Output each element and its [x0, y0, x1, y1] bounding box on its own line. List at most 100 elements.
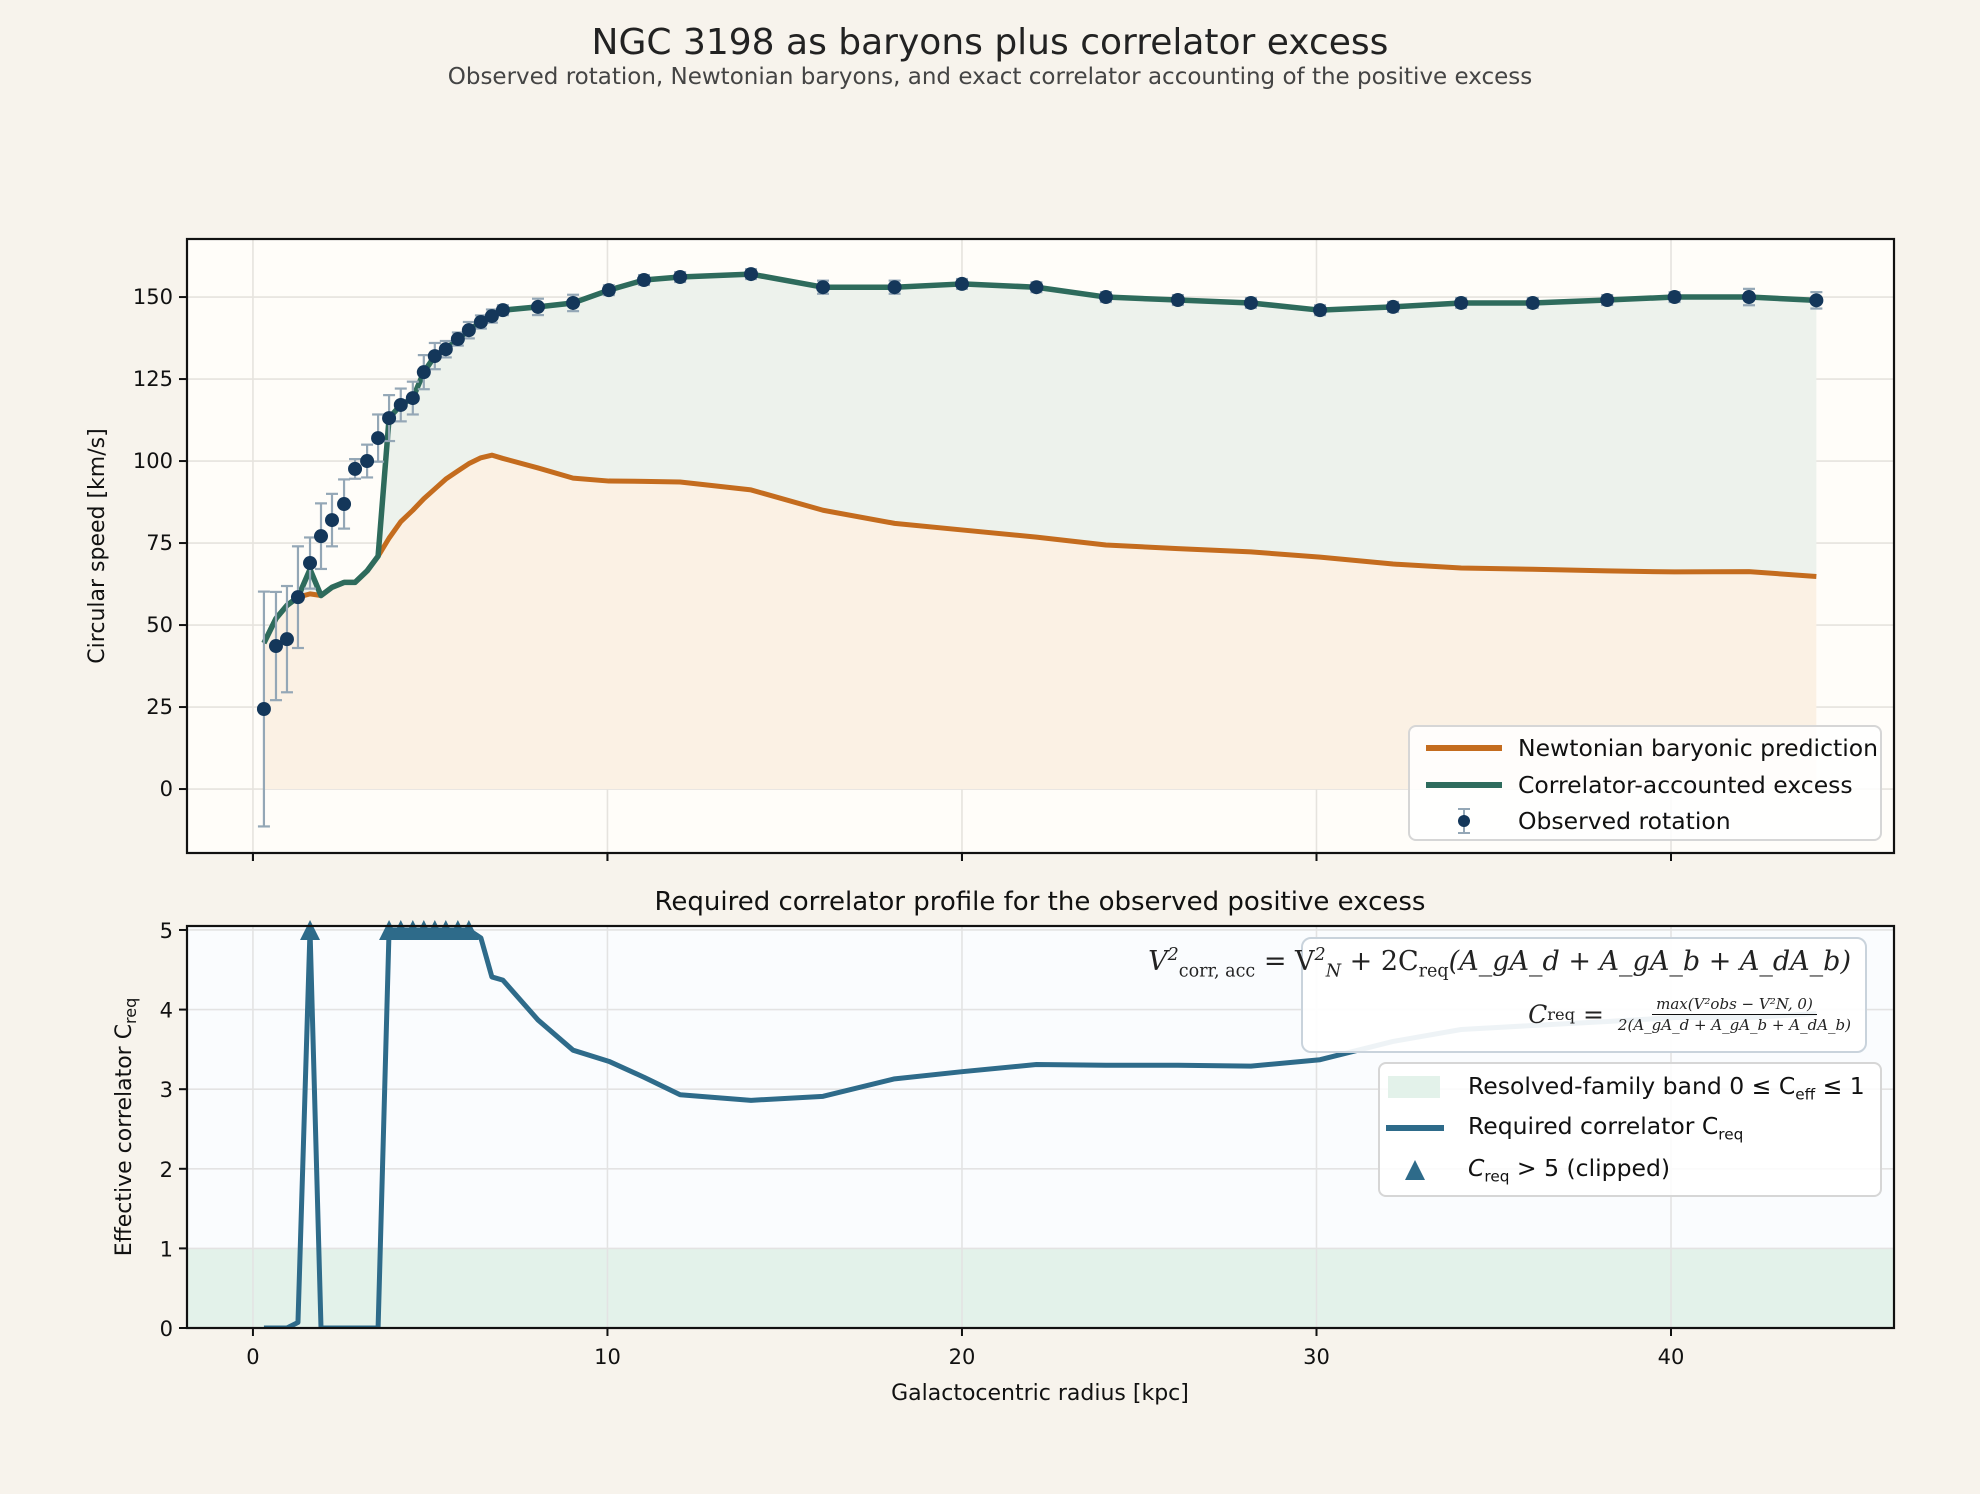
formula-box: V2corr, acc = V2N + 2Creq(A_gA_d + A_gA_… [1148, 937, 1867, 1053]
figure-subtitle: Observed rotation, Newtonian baryons, an… [447, 64, 1533, 90]
top-ytick-label: 50 [146, 613, 173, 637]
observed-point [816, 280, 831, 295]
observed-point [1029, 280, 1044, 295]
bottom-xtick-label: 20 [949, 1345, 976, 1369]
observed-point [337, 497, 352, 512]
bottom-xtick-label: 0 [246, 1345, 259, 1369]
legend-item-newtonian[interactable]: Newtonian baryonic prediction [1410, 731, 1878, 765]
band-label-sub: eff [1795, 1085, 1816, 1104]
creq-line-swatch [1386, 1111, 1444, 1145]
top-ytick-label: 25 [146, 695, 173, 719]
bottom-plot-area [263, 927, 1817, 1328]
observed-point [324, 513, 339, 528]
f1-paren: (A_gA_d + A_gA_b + A_dA_b) [1448, 946, 1851, 977]
observed-point [279, 632, 294, 647]
bottom-xtick-label: 10 [594, 1345, 621, 1369]
bottom-plot-title: Required correlator profile for the obse… [655, 887, 1426, 917]
observed-point [438, 342, 453, 357]
f2-eq: = [1575, 1000, 1612, 1029]
bottom-ytick-label: 1 [160, 1237, 173, 1261]
observed-point [1243, 295, 1258, 310]
observed-point [268, 639, 283, 654]
legend-label-band: Resolved-family band 0 ≤ Ceff ≤ 1 [1468, 1072, 1865, 1104]
figure-title: NGC 3198 as baryons plus correlator exce… [591, 22, 1389, 63]
bottom-y-axis-label-sub: req [121, 998, 140, 1024]
observed-point [303, 556, 318, 571]
f1-rhs-sup: 2 [1314, 945, 1326, 965]
top-ytick-label: 75 [146, 531, 173, 555]
observed-point [495, 303, 510, 318]
f1-tail-sub: req [1418, 961, 1449, 982]
observed-point [1742, 290, 1757, 305]
legend-item-band[interactable]: Resolved-family band 0 ≤ Ceff ≤ 1 [1380, 1071, 1865, 1105]
bottom-ytick-label: 4 [160, 999, 173, 1023]
observed-point [450, 332, 465, 347]
observed-errorbar-marker-icon [1424, 804, 1504, 838]
observed-point [954, 276, 969, 291]
legend-label-observed: Observed rotation [1518, 807, 1731, 835]
creq-label-sub: req [1718, 1125, 1744, 1144]
bottom-ytick-label: 0 [160, 1317, 173, 1341]
bottom-y-axis-label-main: Effective correlator C [112, 1024, 137, 1256]
band-label-tail: ≤ 1 [1815, 1072, 1865, 1101]
bottom-ticks: 0 10 20 30 40 0 1 2 3 4 5 [160, 919, 1685, 1369]
top-ticks: 0 25 50 75 100 125 150 [133, 285, 1673, 861]
bottom-y-axis-label: Effective correlator Creq [112, 998, 140, 1257]
observed-point [393, 397, 408, 412]
observed-point [1667, 290, 1682, 305]
f1-lhs-sub: corr, acc [1178, 961, 1256, 982]
top-ytick-label: 150 [133, 285, 173, 309]
top-plot-area [256, 267, 1824, 828]
legend-item-clipped[interactable]: Creq > 5 (clipped) [1380, 1153, 1670, 1187]
observed-point [473, 314, 488, 329]
legend-item-correlator[interactable]: Correlator-accounted excess [1410, 768, 1853, 802]
top-legend: Newtonian baryonic prediction Correlator… [1408, 725, 1882, 841]
newtonian-line-swatch [1424, 731, 1504, 765]
legend-item-creq[interactable]: Required correlator Creq [1380, 1111, 1743, 1145]
bottom-ytick-label: 5 [160, 919, 173, 943]
bottom-legend: Resolved-family band 0 ≤ Ceff ≤ 1 Requir… [1378, 1062, 1882, 1197]
legend-label-newtonian: Newtonian baryonic prediction [1518, 734, 1879, 762]
legend-item-observed[interactable]: Observed rotation [1410, 804, 1731, 838]
clipped-markers [300, 919, 479, 940]
bottom-axes-frame [185, 924, 1896, 1330]
observed-point [1098, 290, 1113, 305]
top-ytick-label: 100 [133, 449, 173, 473]
clip-label-tail: > 5 (clipped) [1509, 1154, 1671, 1183]
f1-rhs-sub: N [1325, 961, 1342, 982]
observed-point [566, 295, 581, 310]
observed-point [1313, 303, 1328, 318]
creq-line [263, 927, 1817, 1328]
observed-point [360, 454, 375, 469]
correlator-excess-fill [263, 274, 1817, 644]
f2-numerator: max(V²obs − V²N, 0) [1652, 995, 1817, 1015]
top-ytick-label: 0 [160, 777, 173, 801]
legend-label-creq: Required correlator Creq [1468, 1112, 1743, 1144]
observed-point [290, 590, 305, 605]
observed-point [382, 411, 397, 426]
observed-point [1809, 293, 1824, 308]
clip-label-sub: req [1484, 1167, 1510, 1186]
observed-point [636, 272, 651, 287]
resolved-family-band [187, 1248, 1894, 1328]
observed-point [1170, 293, 1185, 308]
f2-fraction: max(V²obs − V²N, 0) 2(A_gA_d + A_gA_b + A… [1618, 995, 1851, 1034]
observed-point [405, 391, 420, 406]
observed-point [314, 529, 329, 544]
f1-rhs: = V [1255, 946, 1315, 977]
observed-point [601, 283, 616, 298]
observed-point [416, 365, 431, 380]
observed-point [461, 323, 476, 338]
observed-point [348, 461, 363, 476]
x-axis-label: Galactocentric radius [kpc] [891, 1381, 1189, 1406]
observed-point [1386, 299, 1401, 314]
creq-label-main: Required correlator C [1468, 1112, 1719, 1141]
observed-point [427, 349, 442, 364]
f2-denominator: 2(A_gA_d + A_gA_b + A_dA_b) [1617, 1016, 1851, 1034]
f2-lhs: C [1528, 1000, 1548, 1029]
bottom-xtick-label: 40 [1658, 1345, 1685, 1369]
f2-lhs-sub: req [1547, 1005, 1576, 1024]
triangle-marker-icon [1386, 1153, 1444, 1187]
observed-point [1525, 295, 1540, 310]
